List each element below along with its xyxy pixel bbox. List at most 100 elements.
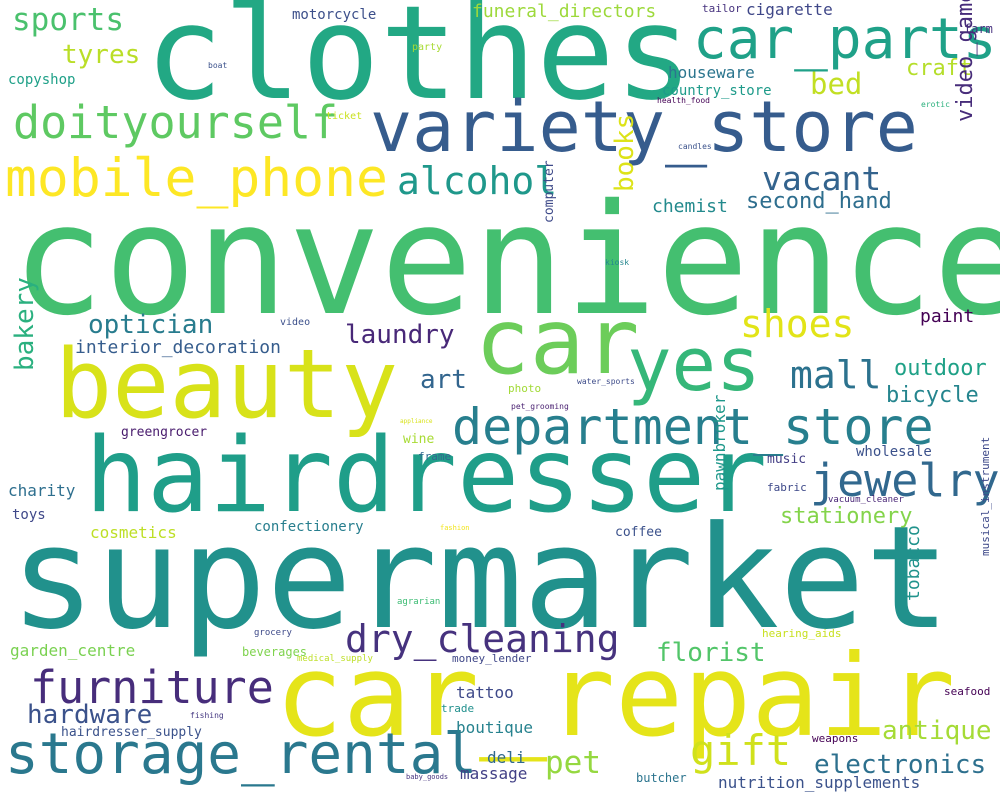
word-bakery: bakery	[10, 277, 40, 371]
word-outdoor: outdoor	[894, 356, 987, 381]
word-garden-centre: garden_centre	[10, 641, 136, 660]
word-charity: charity	[8, 481, 76, 500]
word-cosmetics: cosmetics	[90, 523, 177, 542]
word-hearing-aids: hearing_aids	[762, 627, 842, 640]
word-second-hand: second_hand	[746, 189, 892, 214]
word-laundry: laundry	[345, 320, 455, 350]
word-convenience: convenience	[12, 172, 1000, 350]
word-seafood: seafood	[944, 685, 991, 698]
word-yes: yes	[627, 322, 761, 408]
word-health-food: health_food	[657, 96, 710, 105]
word-candles: candles	[678, 142, 712, 151]
word-bicycle: bicycle	[886, 383, 979, 408]
word-pet-grooming: pet_grooming	[511, 402, 569, 411]
word-chemist: chemist	[652, 196, 728, 217]
word-sports: sports	[12, 2, 124, 38]
word-music: music	[767, 452, 807, 467]
word-shoes: shoes	[740, 302, 855, 346]
word-money-lender: money_lender	[452, 652, 532, 665]
word-dry-cleaning: dry_cleaning	[345, 617, 620, 661]
word-party: party	[412, 42, 443, 53]
word-fishing: fishing	[190, 711, 224, 720]
word-beauty: beauty	[55, 330, 399, 440]
word-trade: trade	[441, 702, 475, 715]
word-photo: photo	[508, 382, 542, 395]
word-computer: computer	[542, 160, 557, 223]
word-supermarket: supermarket	[10, 496, 951, 661]
word-deli: deli	[487, 748, 526, 767]
word-car-parts: car_parts	[693, 7, 997, 72]
word-greengrocer: greengrocer	[121, 425, 208, 440]
word-hardware: hardware	[27, 700, 153, 730]
word-video-games: video_games	[953, 0, 978, 122]
word-storage-rental: storage_rental	[5, 722, 478, 787]
word-country-store: country_store	[662, 83, 772, 99]
word-pawnbroker: pawnbroker	[710, 394, 729, 491]
word-hairdresser: hairdresser	[85, 416, 768, 536]
word-jewelry: jewelry	[810, 454, 1000, 507]
word-boutique: boutique	[456, 718, 534, 737]
word-clothes: clothes	[145, 0, 693, 129]
word-interior-decoration: interior_decoration	[75, 337, 281, 358]
word-funeral-directors: funeral_directors	[472, 1, 657, 22]
word-furniture: furniture	[30, 661, 274, 714]
word-department-store: department_store	[452, 398, 934, 456]
word-art: art	[420, 365, 467, 395]
word-antique: antique	[882, 716, 992, 746]
word-car-repair: car_repair	[275, 630, 956, 762]
word-massage: massage	[460, 764, 528, 783]
word-tailor: tailor	[702, 2, 742, 15]
word-fabric: fabric	[767, 481, 807, 494]
word-baby-goods: baby_goods	[406, 773, 449, 781]
word-optician: optician	[88, 310, 214, 340]
word-grocery: grocery	[254, 628, 292, 638]
word-fashion: fashion	[440, 524, 470, 532]
word-pet: pet	[545, 745, 601, 781]
word-kiosk: kiosk	[605, 258, 630, 267]
word-mobile-phone: mobile_phone	[5, 148, 388, 209]
word-wine: wine	[403, 432, 435, 447]
word-coffee: coffee	[615, 525, 662, 540]
word-motorcycle: motorcycle	[292, 7, 377, 23]
word-butcher: butcher	[636, 771, 687, 785]
word-bed: bed	[810, 67, 863, 101]
word-craft: craft	[906, 56, 973, 81]
word-tyres: tyres	[62, 40, 141, 70]
word-ticket: ticket	[326, 111, 363, 122]
word-toys: toys	[12, 507, 46, 523]
word-cigarette: cigarette	[746, 0, 833, 19]
word-medical-supply: medical_supply	[297, 654, 373, 664]
word-car: car	[475, 290, 640, 395]
word-vacant: vacant	[762, 159, 882, 198]
word-tobacco: tobacco	[903, 525, 924, 601]
word-agrarian: agrarian	[397, 597, 441, 607]
word-alcohol: alcohol	[397, 159, 558, 203]
word-florist: florist	[656, 638, 766, 668]
word-video: video	[280, 317, 311, 328]
word-confectionery: confectionery	[254, 519, 364, 535]
word-water-sports: water_sports	[577, 377, 635, 386]
word-books-v: books	[610, 113, 640, 192]
word-wholesale: wholesale	[856, 444, 932, 460]
word-stationery: stationery	[780, 504, 913, 529]
word-musical-instrument: musical_instrument	[979, 436, 992, 556]
word-hairdresser-supply: hairdresser_supply	[61, 725, 202, 740]
word-electronics: electronics	[814, 750, 987, 780]
word-erotic: erotic	[921, 100, 950, 109]
word-nutrition-supplements: nutrition_supplements	[718, 773, 921, 792]
word-variety-store: variety_store	[370, 86, 918, 168]
word-copyshop: copyshop	[8, 72, 76, 88]
word-weapons: weapons	[812, 732, 859, 745]
word-beverages: beverages	[242, 645, 308, 659]
word-vacuum-cleaner: vacuum_cleaner	[828, 495, 904, 505]
word-paint: paint	[920, 306, 975, 327]
word-mall: mall	[790, 353, 882, 397]
word-tattoo: tattoo	[456, 683, 514, 702]
word-farm: farm	[964, 22, 993, 36]
word-appliance: appliance	[400, 418, 433, 425]
word-doityourself: doityourself	[13, 96, 339, 149]
word-boat: boat	[208, 61, 228, 70]
word-houseware: houseware	[668, 63, 755, 82]
word-gift: gift	[690, 726, 792, 775]
